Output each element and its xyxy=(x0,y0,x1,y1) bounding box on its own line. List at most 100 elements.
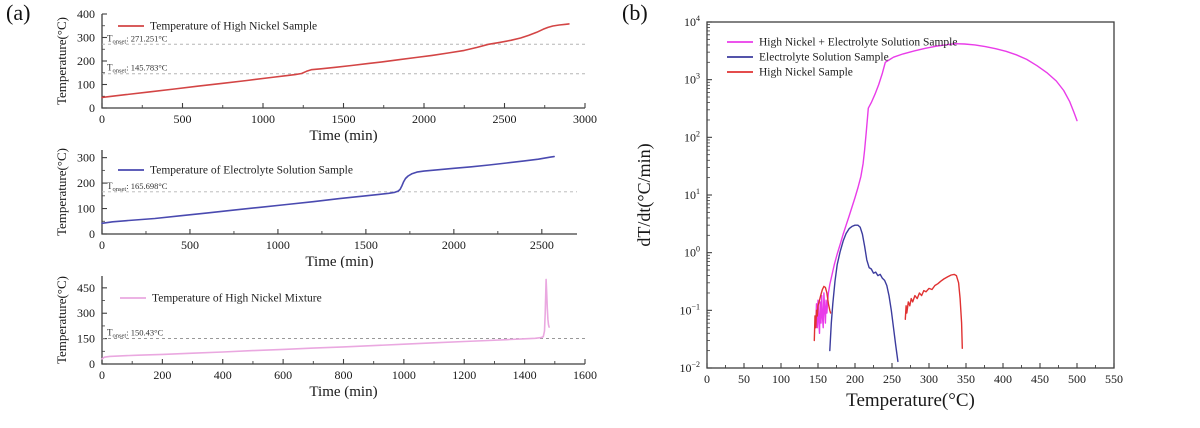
svg-text:3000: 3000 xyxy=(573,112,597,126)
svg-text:1500: 1500 xyxy=(332,112,356,126)
svg-text:350: 350 xyxy=(957,372,975,386)
y-axis: 10−2 10−1 100 101 102 103 104 xyxy=(679,14,712,375)
x-axis-title: Time (min) xyxy=(309,384,377,400)
svg-text:0: 0 xyxy=(99,368,105,382)
svg-text:300: 300 xyxy=(77,31,95,45)
svg-text:100: 100 xyxy=(772,372,790,386)
legend-label-0: Temperature of High Nickel Sample xyxy=(150,21,317,33)
chart-high-nickel-mixture-temperature: 0 200 400 600 800 1000 1200 1400 1600 0 150 300 450 T… xyxy=(54,276,597,400)
legend: Temperature of High Nickel Mixture xyxy=(120,293,322,305)
legend-label-2: High Nickel Sample xyxy=(759,67,853,79)
series-high-nickel-mixture-temperature xyxy=(101,278,550,360)
series-electrolyte-solution xyxy=(829,224,899,363)
series-high-nickel-temperature xyxy=(101,23,570,99)
panel-b-label: (b) xyxy=(622,0,648,25)
y-axis-title: dT/dt(°C/min) xyxy=(634,143,655,246)
y-axis: 0 100 200 300 400 xyxy=(77,7,107,115)
svg-text:150: 150 xyxy=(77,332,95,346)
series-high-nickel-plus-electrolyte xyxy=(815,43,1078,334)
plot-chartA2: 0 500 1000 1500 2000 2500 0 100 200 300 Tonset: 16… xyxy=(54,148,577,268)
svg-text:0: 0 xyxy=(89,227,95,241)
svg-text:550: 550 xyxy=(1105,372,1123,386)
svg-text:103: 103 xyxy=(684,72,700,87)
svg-text:1200: 1200 xyxy=(452,368,476,382)
onset-label-1: Tonset: 145.783°C xyxy=(107,63,168,75)
svg-text:400: 400 xyxy=(77,7,95,21)
svg-text:400: 400 xyxy=(214,368,232,382)
x-axis-title: Time (min) xyxy=(309,128,377,144)
y-axis-title: Temperature(°C) xyxy=(54,17,69,105)
x-axis: 0 200 400 600 800 1000 1200 1400 1600 xyxy=(99,359,597,382)
svg-text:2500: 2500 xyxy=(493,112,517,126)
svg-text:100: 100 xyxy=(77,78,95,92)
chart-high-nickel-temperature: 0 500 1000 1500 2000 2500 3000 0 100 200 300 400 Ton… xyxy=(54,7,597,144)
svg-text:450: 450 xyxy=(1031,372,1049,386)
svg-text:0: 0 xyxy=(89,357,95,371)
svg-text:450: 450 xyxy=(77,281,95,295)
y-axis: 0 150 300 450 xyxy=(77,281,107,371)
annotations: Tonset: 165.698°C xyxy=(102,181,577,193)
x-axis-title: Time (min) xyxy=(305,254,373,268)
svg-text:1500: 1500 xyxy=(354,238,378,252)
svg-text:101: 101 xyxy=(684,187,700,202)
chart-dtdt-vs-temperature: 0 50 100 150 200 250 300 350 400 450 500 55010−210−… xyxy=(634,14,1123,411)
svg-text:400: 400 xyxy=(994,372,1012,386)
svg-text:0: 0 xyxy=(99,238,105,252)
svg-text:0: 0 xyxy=(704,372,710,386)
plot-chartB: 0 50 100 150 200 250 300 350 400 450 500 55010−210−… xyxy=(634,14,1123,411)
legend: High Nickel + Electrolyte Solution Sampl… xyxy=(727,37,957,79)
svg-text:2000: 2000 xyxy=(412,112,436,126)
legend: Temperature of Electrolyte Solution Samp… xyxy=(118,165,353,177)
plot-chartA1: 0 500 1000 1500 2000 2500 3000 0 100 200 300 400 Ton… xyxy=(54,7,597,144)
svg-text:2000: 2000 xyxy=(442,238,466,252)
svg-text:300: 300 xyxy=(77,151,95,165)
svg-text:250: 250 xyxy=(883,372,901,386)
x-axis: 0 50 100 150 200 250 300 350 400 450 500 550 xyxy=(704,363,1123,386)
series xyxy=(101,278,550,360)
series xyxy=(101,23,570,99)
svg-text:1000: 1000 xyxy=(392,368,416,382)
panel-a-label: (a) xyxy=(6,0,31,25)
svg-text:100: 100 xyxy=(684,245,700,260)
legend-label-1: Electrolyte Solution Sample xyxy=(759,52,889,64)
onset-label-0: Tonset: 271.251°C xyxy=(107,33,168,45)
panel-b: (b) 0 50 100 150 200 250 300 350 400 450 500 550 10−… xyxy=(612,0,1200,428)
svg-text:1400: 1400 xyxy=(513,368,537,382)
plot-chartA3: 0 200 400 600 800 1000 1200 1400 1600 0 150 300 450 T… xyxy=(54,276,597,400)
onset-label-0: Tonset: 165.698°C xyxy=(107,181,168,193)
y-axis-title: Temperature(°C) xyxy=(54,148,69,236)
annotations: Tonset: 271.251°C Tonset: 145.783°C xyxy=(102,33,585,75)
y-axis-title: Temperature(°C) xyxy=(54,276,69,364)
svg-text:500: 500 xyxy=(1068,372,1086,386)
legend: Temperature of High Nickel Sample xyxy=(118,21,317,33)
svg-text:10−2: 10−2 xyxy=(679,360,700,375)
svg-text:0: 0 xyxy=(89,101,95,115)
svg-text:150: 150 xyxy=(809,372,827,386)
svg-text:500: 500 xyxy=(181,238,199,252)
series-electrolyte-temperature xyxy=(101,155,555,225)
panel-a: (a) 0 500 1000 1500 2000 2500 3000 0 100 200 300 40… xyxy=(6,0,597,400)
series-high-nickel-low-temp-segment xyxy=(813,285,832,342)
svg-text:600: 600 xyxy=(274,368,292,382)
chart-electrolyte-temperature: 0 500 1000 1500 2000 2500 0 100 200 300 Tonset: 16… xyxy=(54,148,577,268)
svg-text:200: 200 xyxy=(153,368,171,382)
y-axis: 0 100 200 300 xyxy=(77,151,107,241)
svg-text:104: 104 xyxy=(684,14,700,29)
series xyxy=(101,155,555,225)
svg-text:200: 200 xyxy=(77,176,95,190)
svg-text:1000: 1000 xyxy=(266,238,290,252)
x-axis-title: Temperature(°C) xyxy=(846,390,975,411)
svg-text:200: 200 xyxy=(77,54,95,68)
legend-label-0: Temperature of High Nickel Mixture xyxy=(152,293,322,305)
svg-text:10−1: 10−1 xyxy=(679,302,700,317)
svg-text:800: 800 xyxy=(335,368,353,382)
series xyxy=(813,43,1078,363)
svg-text:1600: 1600 xyxy=(573,368,597,382)
svg-text:50: 50 xyxy=(738,372,750,386)
x-axis: 0 500 1000 1500 2000 2500 3000 xyxy=(99,103,597,126)
svg-text:200: 200 xyxy=(846,372,864,386)
svg-text:100: 100 xyxy=(77,202,95,216)
svg-text:300: 300 xyxy=(77,306,95,320)
svg-text:102: 102 xyxy=(684,129,700,144)
